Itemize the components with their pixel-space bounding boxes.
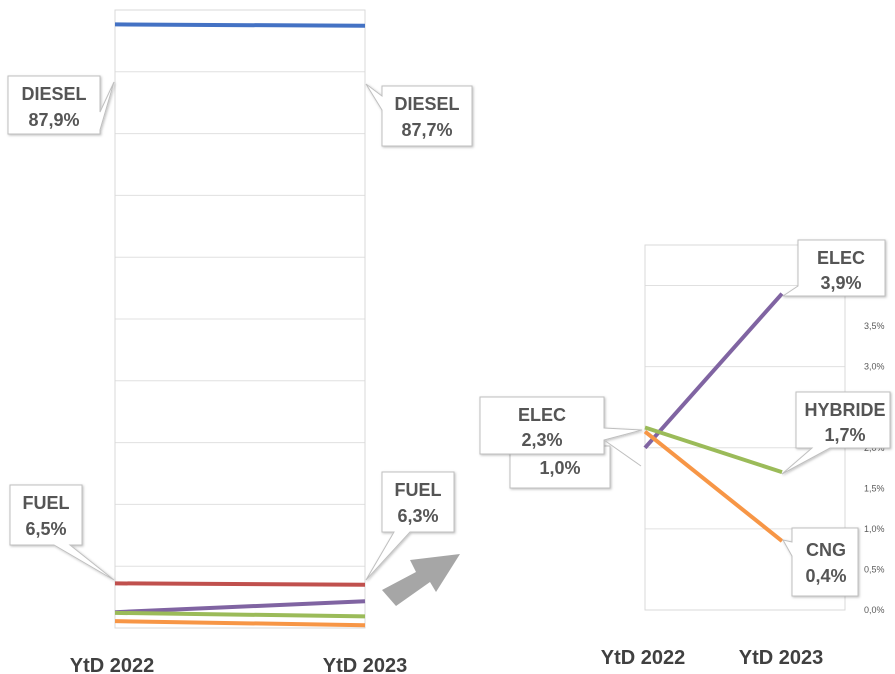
callout-diesel-2022-name: DIESEL xyxy=(21,84,86,104)
left-series-line-cng xyxy=(114,619,366,628)
callout-hybride-2023-name: HYBRIDE xyxy=(804,400,885,420)
left-gridlines xyxy=(115,71,365,567)
left-series-line-hybride xyxy=(114,610,366,619)
left-plot-area xyxy=(114,9,366,629)
callout-elec-2022-name: ELEC xyxy=(518,405,566,425)
right-chart: 0,0%0,5%1,0%1,5%2,0%2,5%3,0%3,5%4,0%4,5%… xyxy=(601,240,885,669)
left-series-line-fuel xyxy=(114,581,366,587)
callout-diesel-2023: DIESEL 87,7% xyxy=(365,83,473,147)
right-series-lines xyxy=(643,292,784,543)
callout-elec-2023-value: 3,9% xyxy=(820,273,861,293)
callout-cng-2022: 1,0% xyxy=(509,445,611,489)
zoom-arrow-icon xyxy=(382,554,460,606)
right-series-line-cng xyxy=(643,429,784,543)
callout-cng-2023-name: CNG xyxy=(806,540,846,560)
callout-hybride-2023-value: 1,7% xyxy=(824,425,865,445)
callout-elec-2022-value: 2,3% xyxy=(521,430,562,450)
callout-fuel-2022: FUEL 6,5% xyxy=(9,484,115,581)
callout-fuel-2022-value: 6,5% xyxy=(25,519,66,539)
left-series-line-diesel xyxy=(114,22,366,28)
callout-elec-2023-name: ELEC xyxy=(817,248,865,268)
callout-diesel-2022: DIESEL 87,9% xyxy=(7,75,115,135)
right-y-tick-label: 3,5% xyxy=(864,321,885,331)
left-series-line-elec xyxy=(114,599,366,615)
left-x-tick-label-1: YtD 2023 xyxy=(323,655,408,674)
callout-fuel-2022-name: FUEL xyxy=(23,493,70,513)
callout-cng-2023-value: 0,4% xyxy=(805,566,846,586)
right-y-tick-label: 0,5% xyxy=(864,564,885,574)
callout-fuel-2023-name: FUEL xyxy=(395,480,442,500)
callout-cng-2022-leader xyxy=(603,439,642,467)
callout-diesel-2022-value: 87,9% xyxy=(28,110,79,130)
right-series-line-hybride xyxy=(644,425,783,475)
callout-fuel-2023: FUEL 6,3% xyxy=(365,471,455,581)
callout-diesel-2023-name: DIESEL xyxy=(394,94,459,114)
callout-elec-2022: ELEC 2,3% xyxy=(479,396,643,455)
callout-diesel-2023-value: 87,7% xyxy=(401,120,452,140)
callout-hybride-2023: HYBRIDE 1,7% xyxy=(781,391,891,475)
right-y-tick-label: 0,0% xyxy=(864,605,885,615)
right-x-tick-label-1: YtD 2023 xyxy=(739,647,824,669)
right-x-tick-label-0: YtD 2022 xyxy=(601,647,686,669)
left-series-lines xyxy=(114,22,366,628)
right-y-tick-label: 1,0% xyxy=(864,524,885,534)
right-series-line-elec xyxy=(643,292,784,450)
callout-elec-2023: ELEC 3,9% xyxy=(781,239,886,297)
callout-cng-2023: CNG 0,4% xyxy=(782,527,859,597)
right-y-tick-label: 1,5% xyxy=(864,483,885,493)
callout-cng-2022-value: 1,0% xyxy=(539,458,580,478)
right-y-tick-label: 3,0% xyxy=(864,362,885,372)
left-chart: YtD 2022 YtD 2023 xyxy=(70,9,408,674)
left-x-tick-label-0: YtD 2022 xyxy=(70,655,155,674)
callout-fuel-2023-value: 6,3% xyxy=(397,506,438,526)
